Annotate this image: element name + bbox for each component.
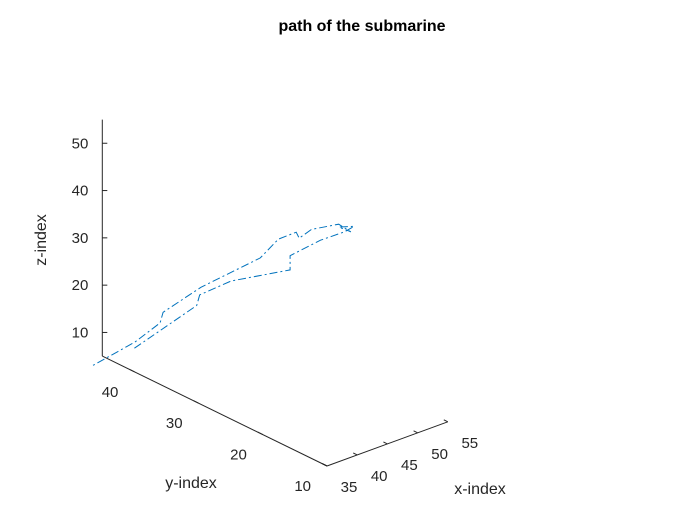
x-axis-label: x-index [454, 481, 506, 498]
y-tick-mark [257, 431, 264, 436]
series-line-0 [90, 223, 355, 367]
chart-title: path of the submarine [278, 18, 445, 35]
axis-ticks: 10 20 30 40 50 10 20 30 40 35 40 45 50 55 [72, 135, 479, 496]
y-axis-label: y-index [165, 475, 217, 492]
y-tick-mark [193, 400, 199, 404]
y-tick-label: 20 [230, 447, 247, 464]
x-tick-mark [322, 463, 328, 467]
plot-area [90, 223, 355, 367]
z-axis-label: z-index [33, 214, 50, 266]
x-tick-label: 55 [461, 435, 478, 452]
z-tick-label: 40 [72, 183, 89, 200]
y-axis-line [102, 355, 328, 467]
x-tick-mark [413, 430, 418, 434]
x-tick-mark [443, 419, 449, 423]
x-tick-label: 45 [401, 457, 418, 474]
axes-3d [101, 119, 448, 467]
z-tick-label: 10 [72, 324, 89, 341]
y-tick-label: 40 [102, 384, 119, 401]
y-tick-label: 30 [166, 415, 183, 432]
x-tick-label: 40 [371, 468, 388, 485]
y-tick-label: 10 [294, 478, 311, 495]
x-tick-mark [352, 452, 358, 456]
z-tick-label: 30 [72, 230, 89, 247]
x-tick-label: 35 [341, 479, 358, 496]
z-tick-label: 20 [72, 277, 89, 294]
x-tick-mark [383, 441, 388, 445]
x-tick-label: 50 [431, 446, 448, 463]
z-tick-label: 50 [72, 135, 89, 152]
y-tick-mark [129, 368, 135, 373]
